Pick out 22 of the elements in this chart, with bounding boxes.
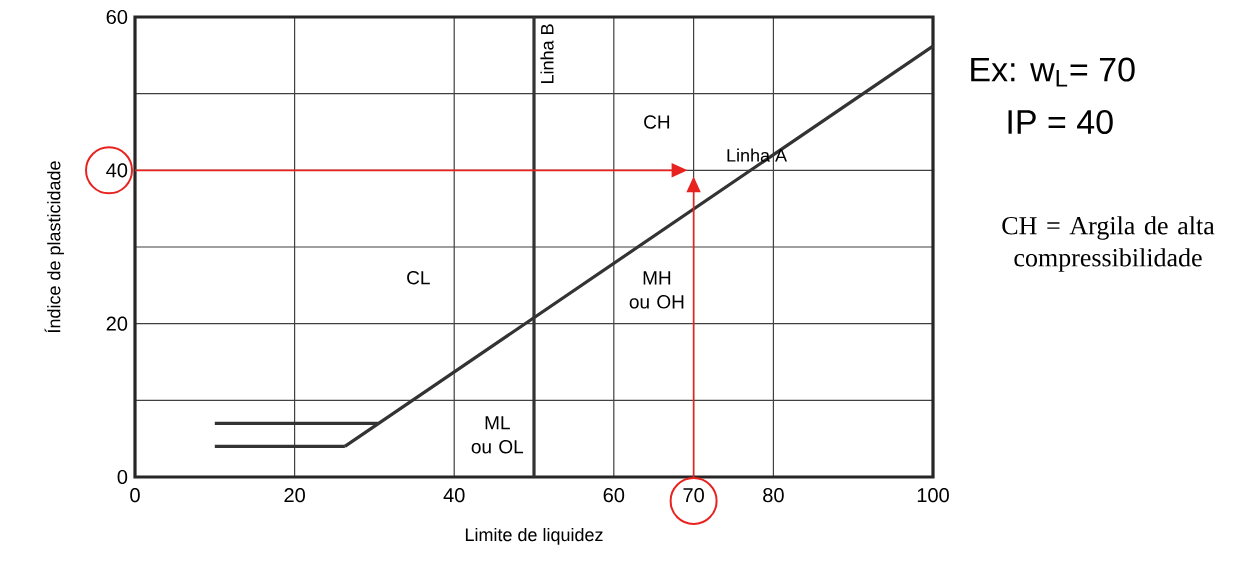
- annotation: CH: [644, 115, 670, 129]
- x-tick-label: 80: [763, 488, 784, 503]
- text: IP = 40: [1008, 109, 1113, 135]
- ref-line-label: Linha B: [540, 24, 554, 83]
- x-tick-label: 40: [443, 488, 465, 503]
- series-label: Linha A: [727, 148, 788, 162]
- y-tick-label: 40: [106, 163, 128, 178]
- y-axis-title: Índice de plasticidade: [44, 161, 64, 333]
- text: Ex: w$_{L}$= 70: [971, 57, 1135, 87]
- y-tick-label: 60: [106, 9, 128, 25]
- x-tick-label: 60: [603, 488, 625, 503]
- x-axis-title: Limite de liquidez: [465, 527, 603, 545]
- x-tick-label: 70: [683, 488, 704, 503]
- annotation: MH ou OH: [629, 271, 684, 309]
- x-tick-label: 100: [917, 488, 949, 503]
- text: CH = Argila de alta compressibilidade: [1002, 216, 1215, 272]
- x-tick-label: 20: [284, 488, 305, 503]
- y-tick-label: 0: [117, 469, 128, 485]
- y-tick-label: 20: [106, 316, 128, 331]
- x-tick-label: 0: [130, 488, 140, 503]
- annotation: ML ou OL: [471, 416, 524, 454]
- annotation: CL: [407, 270, 430, 285]
